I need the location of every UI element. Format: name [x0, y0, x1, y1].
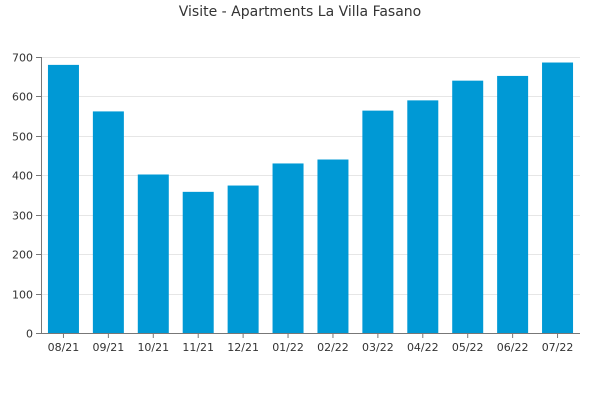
x-axis-ticks: 08/21 09/21 10/21 11/21 12/21 01/22 02/22 03/22…	[48, 333, 574, 354]
x-tick-label: 09/21	[93, 341, 125, 354]
y-tick-label: 300	[12, 210, 33, 223]
y-tick-label: 0	[26, 328, 33, 341]
y-tick-label: 600	[12, 91, 33, 104]
x-tick-label: 10/21	[137, 341, 169, 354]
x-tick-label: 04/22	[407, 341, 439, 354]
y-tick-label: 400	[12, 170, 33, 183]
x-tick-label: 11/21	[182, 341, 214, 354]
bar	[137, 174, 169, 333]
x-tick-label: 01/22	[272, 341, 304, 354]
x-tick-label: 07/22	[542, 341, 574, 354]
bar	[47, 64, 79, 333]
x-tick-label: 12/21	[227, 341, 259, 354]
x-tick-label: 05/22	[452, 341, 484, 354]
x-tick-label: 08/21	[48, 341, 80, 354]
bar	[497, 75, 529, 333]
bar	[227, 185, 259, 333]
bar	[362, 110, 394, 333]
bar	[452, 80, 484, 334]
bar	[407, 100, 439, 333]
y-axis-ticks: 0 100 200 300 400 500 600 700	[12, 52, 41, 341]
axis-layer	[41, 57, 580, 334]
bar	[317, 159, 349, 333]
chart-title: Visite - Apartments La Villa Fasano	[179, 4, 422, 20]
x-tick-label: 02/22	[317, 341, 349, 354]
x-tick-label: 06/22	[497, 341, 529, 354]
bar	[272, 163, 304, 333]
bars-layer	[47, 62, 574, 334]
y-tick-label: 200	[12, 249, 33, 262]
bar	[542, 62, 574, 334]
bar	[182, 191, 214, 333]
y-tick-label: 700	[12, 52, 33, 65]
y-tick-label: 100	[12, 289, 33, 302]
grid-layer	[41, 57, 580, 295]
x-tick-label: 03/22	[362, 341, 394, 354]
y-tick-label: 500	[12, 131, 33, 144]
bar	[92, 111, 124, 333]
